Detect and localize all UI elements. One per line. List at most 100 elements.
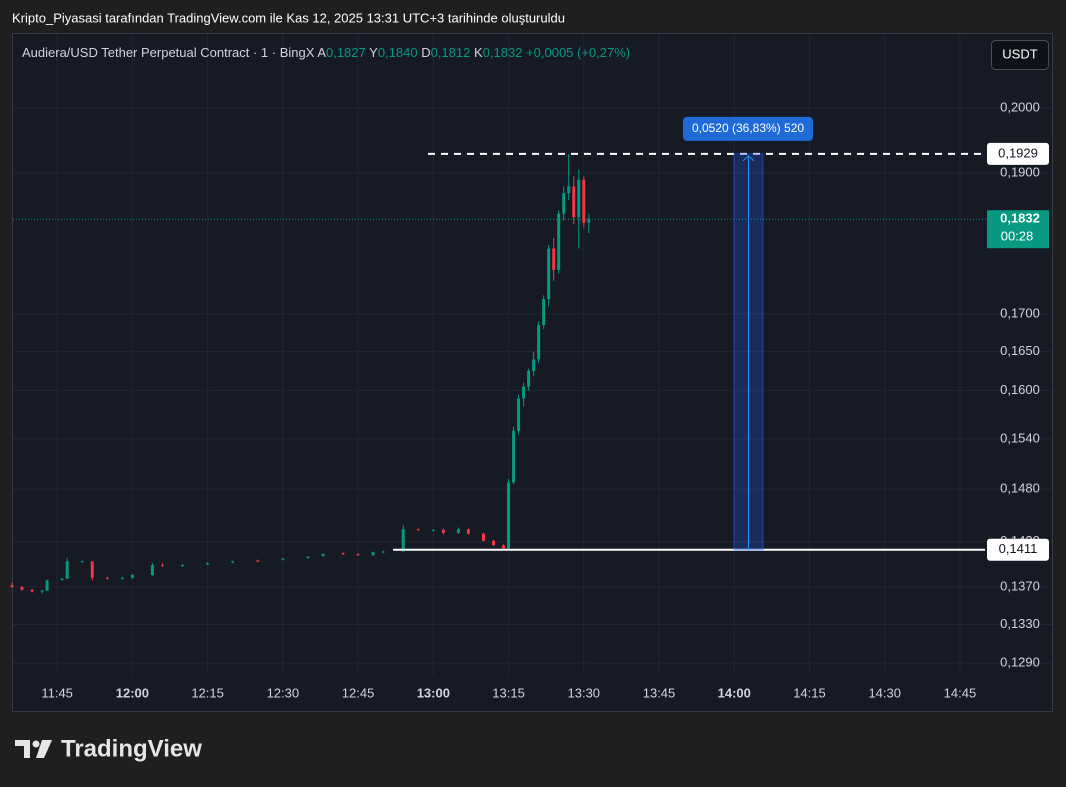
candle-body [130, 575, 134, 578]
y-tick-label: 0,1370 [1000, 578, 1040, 593]
x-tick-label: 14:00 [718, 685, 751, 700]
candle-body [502, 545, 506, 549]
x-tick-label: 12:30 [267, 685, 300, 700]
legend-value: 0,1832 [483, 45, 523, 60]
candle-body [10, 585, 14, 588]
price-tag-label: 0,1929 [998, 145, 1038, 160]
candle-body [456, 529, 460, 533]
candle-body [30, 589, 34, 592]
candle-body [401, 529, 405, 552]
legend-key: Y [369, 45, 378, 60]
candle-body [441, 530, 445, 533]
logo-shape [36, 740, 52, 758]
legend-value: 0,1827 [326, 45, 366, 60]
y-tick-label: 0,1330 [1000, 616, 1040, 631]
grid: 0,12900,13300,13700,14200,14800,15400,16… [13, 34, 1052, 700]
candle-body [492, 540, 495, 546]
countdown-label: 00:28 [1001, 229, 1034, 244]
candle-body [120, 577, 124, 579]
candle-body [517, 398, 521, 431]
candle-body [416, 529, 420, 531]
candle-body [537, 325, 541, 360]
candle-body [181, 565, 185, 567]
candle-body [466, 529, 470, 534]
legend-change: +0,0005 (+0,27%) [526, 45, 630, 60]
candle-body [306, 556, 310, 558]
candle-body [341, 553, 345, 555]
last-price-box [987, 210, 1049, 249]
candle-body [552, 248, 556, 270]
candle-body [542, 299, 546, 326]
last-price-label: 0,1832 [1000, 211, 1040, 226]
logo-shape [15, 740, 30, 758]
y-tick-label: 0,1650 [1000, 343, 1040, 358]
candle-body [381, 551, 385, 553]
candle-body [321, 554, 325, 556]
candle-body [371, 552, 375, 556]
candle-body [562, 193, 566, 214]
brand-logo: TradingView [15, 735, 202, 762]
brand-name: TradingView [61, 735, 202, 762]
candle-body [587, 219, 591, 223]
x-tick-label: 14:30 [868, 685, 901, 700]
candle-body [160, 565, 164, 567]
price-tag-label: 0,1411 [999, 541, 1038, 556]
candle-body [231, 561, 235, 563]
candle-body [105, 577, 109, 579]
candle-body [281, 558, 285, 560]
candle-body [65, 561, 69, 579]
price-tag-box [987, 142, 1049, 165]
y-tick-label: 0,1540 [1000, 430, 1040, 445]
x-tick-label: 13:15 [492, 685, 525, 700]
candle-body [80, 561, 84, 563]
header-title: Kripto_Piyasasi tarafından TradingView.c… [12, 10, 565, 25]
x-tick-label: 13:30 [568, 685, 601, 700]
candle-body [40, 590, 44, 592]
candle-body [431, 530, 435, 532]
logo-dot [32, 740, 40, 748]
overlays: 0,1832 00:28 0,0520 (36,83%) 520 0,1929 0,14… [13, 116, 1049, 561]
legend-value: 0,1840 [378, 45, 418, 60]
candle-body [557, 213, 561, 270]
candle-body [150, 565, 154, 576]
x-tick-label: 12:00 [116, 685, 149, 700]
x-tick-label: 12:15 [191, 685, 224, 700]
candle-body [547, 248, 551, 300]
x-tick-label: 11:45 [41, 685, 73, 700]
candle-body [256, 560, 260, 562]
chart-panel [12, 33, 1053, 712]
legend-key: K [474, 45, 483, 60]
candle-body [567, 186, 571, 194]
y-tick-label: 0,2000 [1000, 100, 1040, 115]
y-tick-label: 0,1900 [1000, 165, 1040, 180]
currency-button[interactable] [991, 40, 1049, 70]
y-tick-label: 0,1290 [1000, 655, 1040, 670]
legend-key: A [317, 45, 326, 60]
candle-body [45, 580, 49, 591]
legend-value: 0,1812 [431, 45, 471, 60]
candle-body [90, 561, 94, 578]
measure-label-box [683, 116, 813, 141]
x-tick-label: 13:45 [643, 685, 676, 700]
candle-body [481, 533, 485, 541]
candle-body [572, 186, 576, 218]
candle-body [60, 578, 64, 580]
candle-body [206, 563, 210, 565]
candle-body [356, 554, 360, 556]
candle-body [577, 179, 581, 218]
candle-body [532, 359, 536, 371]
candle-body [582, 179, 586, 223]
x-tick-label: 14:45 [944, 685, 977, 700]
legend: Audiera/USD Tether Perpetual Contract · … [22, 45, 630, 60]
legend-symbol: Audiera/USD Tether Perpetual Contract · … [22, 45, 315, 60]
currency-label: USDT [1002, 46, 1037, 61]
measure-label: 0,0520 (36,83%) 520 [692, 121, 804, 135]
candle-body [522, 386, 526, 399]
candle-body [507, 482, 511, 549]
candle-body [512, 430, 516, 483]
candle-body [527, 370, 531, 387]
y-tick-label: 0,1480 [1000, 481, 1040, 496]
candle-body [20, 587, 24, 590]
